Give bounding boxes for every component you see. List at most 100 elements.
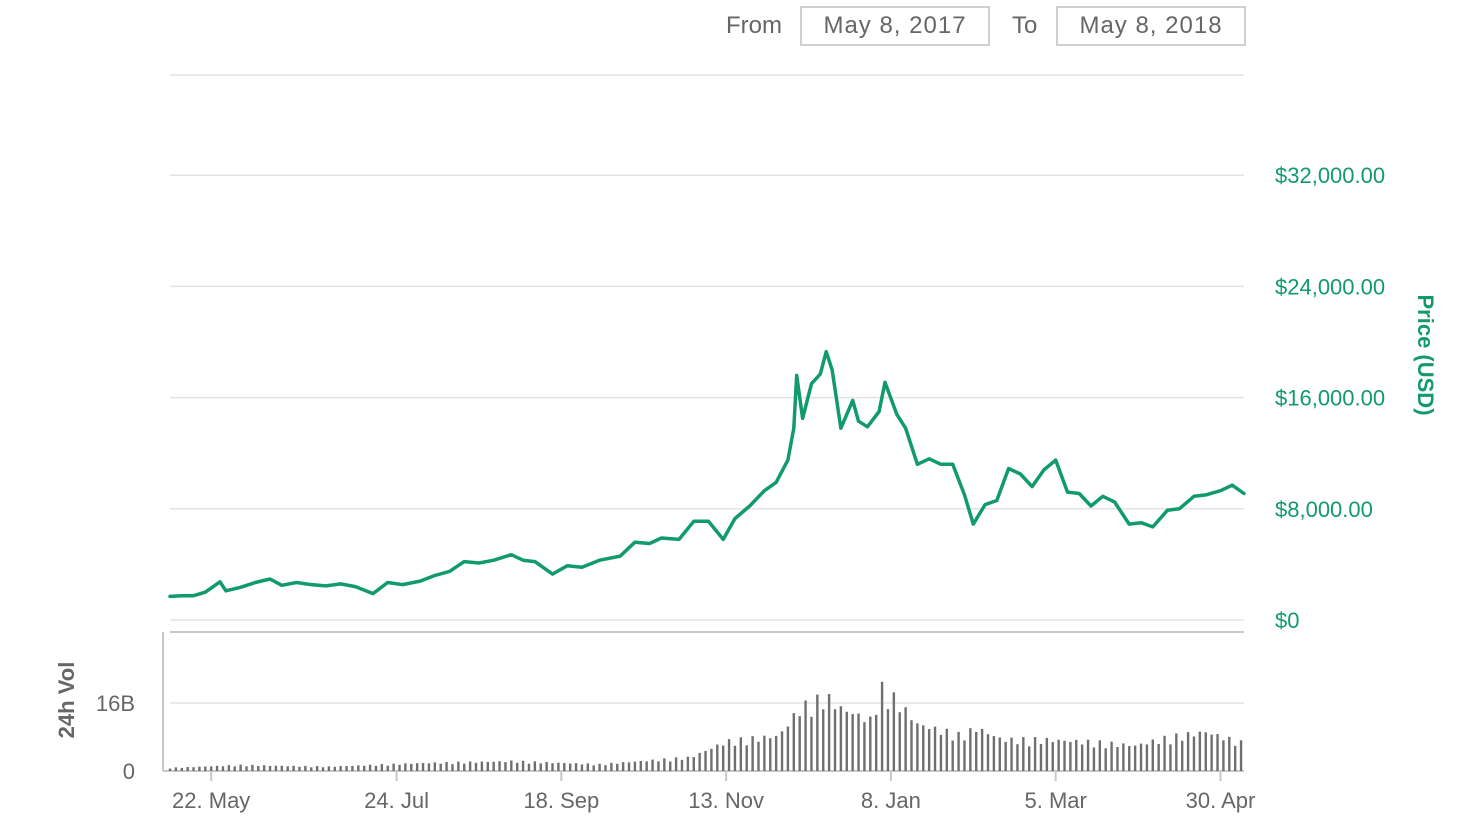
volume-bar [1151, 739, 1154, 771]
volume-bar [1186, 732, 1190, 771]
volume-bar [557, 762, 560, 771]
volume-bar [551, 763, 554, 771]
volume-bar [1169, 744, 1172, 771]
x-tick-label: 8. Jan [861, 788, 921, 813]
volume-bar [209, 766, 213, 771]
volume-bar [474, 762, 478, 771]
volume-bar [427, 763, 431, 771]
volume-bar [227, 765, 231, 771]
volume-bar [221, 766, 225, 771]
volume-bar [310, 767, 313, 771]
volume-bar [1139, 743, 1143, 771]
volume-bar [439, 763, 442, 771]
x-tick-label: 30. Apr [1186, 788, 1256, 813]
volume-bar [927, 729, 931, 771]
volume-bar [257, 766, 260, 771]
volume-bar [574, 763, 578, 771]
volume-bar [1163, 735, 1166, 771]
volume-bar [598, 763, 601, 771]
volume-bar [486, 761, 489, 771]
volume-bar [1022, 737, 1025, 771]
x-tick-label: 5. Mar [1025, 788, 1087, 813]
volume-bar [1016, 744, 1019, 771]
volume-bar [774, 735, 778, 771]
volume-bar [951, 740, 954, 771]
volume-bar [274, 765, 278, 771]
volume-bar [1192, 736, 1196, 771]
volume-bar [957, 731, 960, 771]
volume-bar [727, 739, 731, 771]
volume-bar [1216, 734, 1219, 771]
volume-bar [969, 728, 972, 771]
volume-bar [1145, 744, 1149, 771]
volume-bar [468, 761, 472, 771]
volume-bar [992, 736, 996, 771]
volume-bar [1004, 741, 1007, 771]
volume-bar [1080, 744, 1084, 771]
volume-bar [304, 765, 307, 771]
volume-bar [798, 716, 801, 771]
volume-bar [327, 766, 331, 771]
volume-bar [627, 762, 631, 771]
grid-lines [162, 74, 1244, 772]
volume-bar [839, 706, 843, 771]
volume-bar [363, 765, 366, 771]
volume-bar [1133, 745, 1137, 771]
volume-bar [1104, 748, 1107, 771]
volume-bar [204, 766, 207, 771]
from-date-input[interactable]: May 8, 2017 [800, 6, 990, 46]
volume-bar [669, 761, 672, 771]
volume-bar [1204, 732, 1207, 771]
volume-bar [621, 762, 625, 771]
volume-bar [1069, 741, 1072, 771]
volume-bar [580, 764, 584, 771]
volume-bar [245, 766, 248, 771]
volume-bar [975, 731, 978, 771]
volume-bar [504, 762, 507, 771]
volume-bar [392, 763, 395, 771]
price-tick-label: $0 [1275, 608, 1299, 633]
volume-bar [751, 736, 754, 771]
x-tick-label: 13. Nov [688, 788, 764, 813]
volume-bar [168, 768, 172, 771]
price-tick-label: $8,000.00 [1275, 497, 1373, 522]
volume-bar [298, 766, 301, 771]
volume-bar [492, 761, 495, 771]
volume-bar [510, 760, 513, 771]
axes: $0 $8,000.00 $16,000.00 $24,000.00 $32,000.0… [54, 163, 1438, 813]
volume-bar [480, 761, 484, 771]
volume-bar [639, 760, 642, 771]
volume-bar [710, 748, 713, 771]
volume-bar [933, 726, 937, 771]
volume-bar [721, 745, 725, 771]
volume-bar [415, 763, 419, 771]
volume-bar [945, 728, 949, 771]
from-label: From [726, 12, 782, 39]
volume-bar [757, 741, 760, 771]
volume-bar [1039, 743, 1043, 771]
volume-bar [457, 761, 460, 771]
volume-axis-title: 24h Vol [54, 662, 79, 739]
volume-bar [451, 764, 454, 771]
volume-bar [616, 763, 619, 771]
volume-bar [980, 728, 984, 771]
volume-bar [869, 716, 872, 771]
volume-bar [321, 767, 325, 771]
volume-bar [239, 764, 242, 771]
volume-bar [357, 765, 360, 771]
volume-bar [827, 694, 831, 771]
volume-bar [1092, 747, 1096, 771]
volume-bar [804, 700, 807, 771]
volume-bar [1045, 737, 1049, 771]
volume-bar [963, 740, 966, 771]
volume-bar [1181, 740, 1184, 771]
to-date-input[interactable]: May 8, 2018 [1056, 6, 1246, 46]
volume-bar [421, 763, 425, 771]
volume-bar [433, 762, 437, 771]
volume-bar [745, 745, 748, 771]
volume-bar [939, 734, 943, 771]
volume-bar [686, 756, 690, 771]
volume-bar [833, 709, 837, 771]
volume-bar [268, 765, 272, 771]
